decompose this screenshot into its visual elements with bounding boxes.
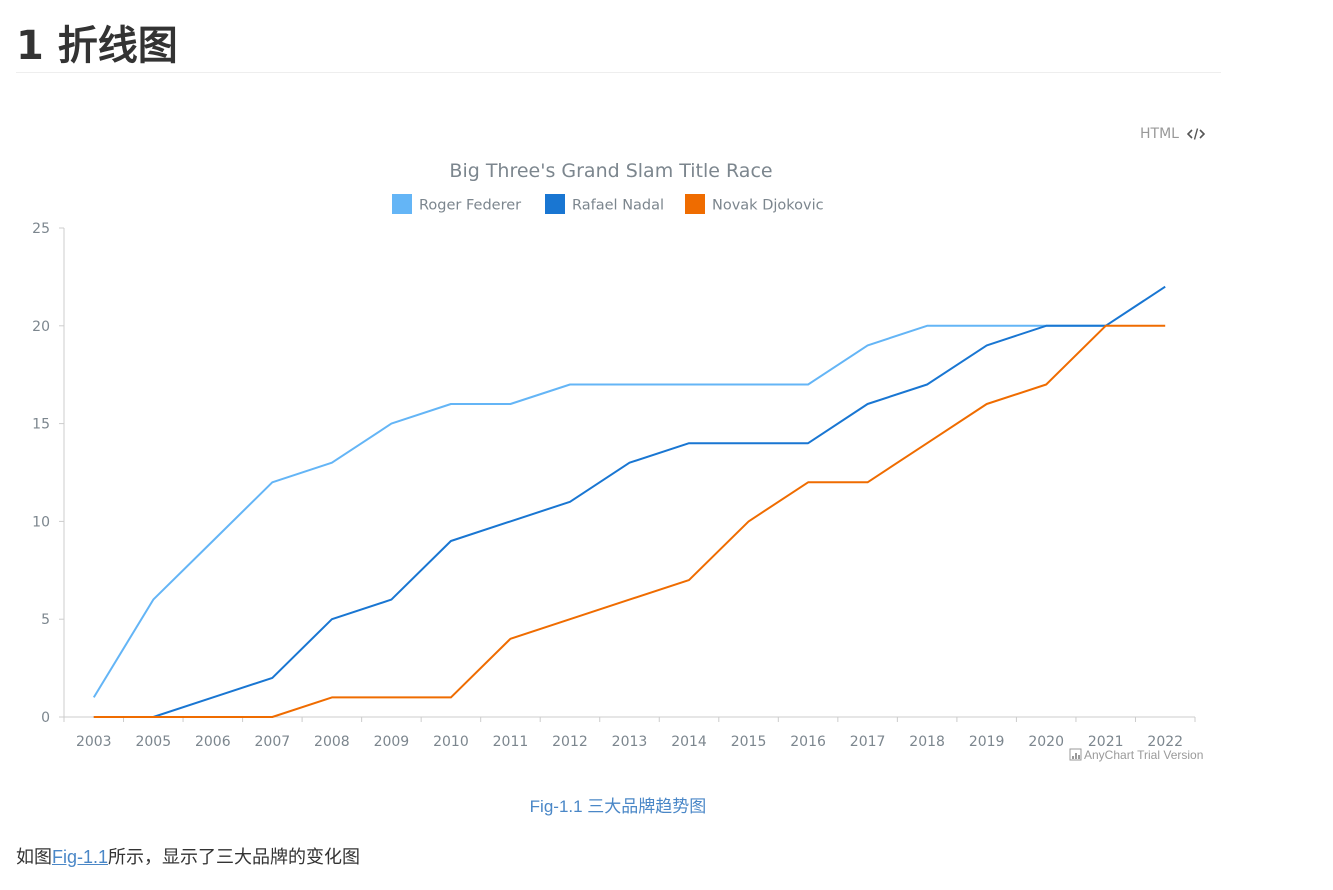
figure-link[interactable]: Fig-1.1 xyxy=(52,847,109,867)
legend-swatch-rafael-nadal xyxy=(545,194,565,214)
chart-watermark-text: AnyChart Trial Version xyxy=(1084,748,1203,762)
x-tick-label-2009: 2009 xyxy=(374,734,410,750)
x-tick-label-2003: 2003 xyxy=(76,734,112,750)
x-tick-label-2020: 2020 xyxy=(1028,734,1064,750)
y-tick-label-15: 15 xyxy=(32,417,50,433)
y-tick-label-5: 5 xyxy=(41,612,50,628)
page-heading: 1 折线图 xyxy=(16,23,178,69)
legend-label-novak-djokovic: Novak Djokovic xyxy=(712,198,824,214)
x-tick-label-2021: 2021 xyxy=(1088,734,1124,750)
y-tick-label-25: 25 xyxy=(32,221,50,237)
html-toggle-label: HTML xyxy=(1140,126,1179,142)
anychart-watermark: AnyChart Trial Version xyxy=(1069,748,1203,762)
y-tick-label-20: 20 xyxy=(32,319,50,335)
line-chart: Big Three's Grand Slam Title Race Roger F… xyxy=(32,160,1203,762)
x-tick-label-2008: 2008 xyxy=(314,734,350,750)
x-tick-label-2022: 2022 xyxy=(1147,734,1183,750)
paragraph-text-before: 如图 xyxy=(16,847,52,867)
x-tick-label-2019: 2019 xyxy=(969,734,1005,750)
code-icon xyxy=(1186,128,1205,140)
y-tick-label-10: 10 xyxy=(32,514,50,530)
body-paragraph: 如图Fig-1.1所示，显示了三大品牌的变化图 xyxy=(16,843,360,869)
x-tick-label-2007: 2007 xyxy=(255,734,291,750)
legend-swatch-novak-djokovic xyxy=(685,194,705,214)
x-tick-label-2017: 2017 xyxy=(850,734,886,750)
chart-watermark-icon xyxy=(1069,748,1082,761)
x-tick-label-2016: 2016 xyxy=(790,734,826,750)
paragraph-text-after: 所示，显示了三大品牌的变化图 xyxy=(108,847,361,867)
legend-label-rafael-nadal: Rafael Nadal xyxy=(572,198,664,214)
chart-title: Big Three's Grand Slam Title Race xyxy=(449,160,772,182)
x-tick-label-2006: 2006 xyxy=(195,734,231,750)
series-line-rafael-nadal xyxy=(93,285,1166,718)
heading-divider xyxy=(16,72,1221,73)
x-tick-label-2005: 2005 xyxy=(135,734,171,750)
x-tick-label-2013: 2013 xyxy=(612,734,648,750)
x-tick-label-2012: 2012 xyxy=(552,734,588,750)
x-tick-label-2010: 2010 xyxy=(433,734,469,750)
figure-caption: Fig-1.1 三大品牌趋势图 xyxy=(529,797,707,816)
legend-label-roger-federer: Roger Federer xyxy=(419,198,521,214)
series-line-roger-federer xyxy=(92,324,1106,698)
x-tick-label-2014: 2014 xyxy=(671,734,707,750)
y-tick-label-0: 0 xyxy=(41,710,50,726)
x-tick-label-2018: 2018 xyxy=(909,734,945,750)
series-line-novak-djokovic xyxy=(93,324,1166,718)
x-tick-label-2011: 2011 xyxy=(493,734,529,750)
x-tick-label-2015: 2015 xyxy=(731,734,767,750)
legend-swatch-roger-federer xyxy=(392,194,412,214)
html-toggle-button[interactable]: HTML xyxy=(1140,126,1205,142)
